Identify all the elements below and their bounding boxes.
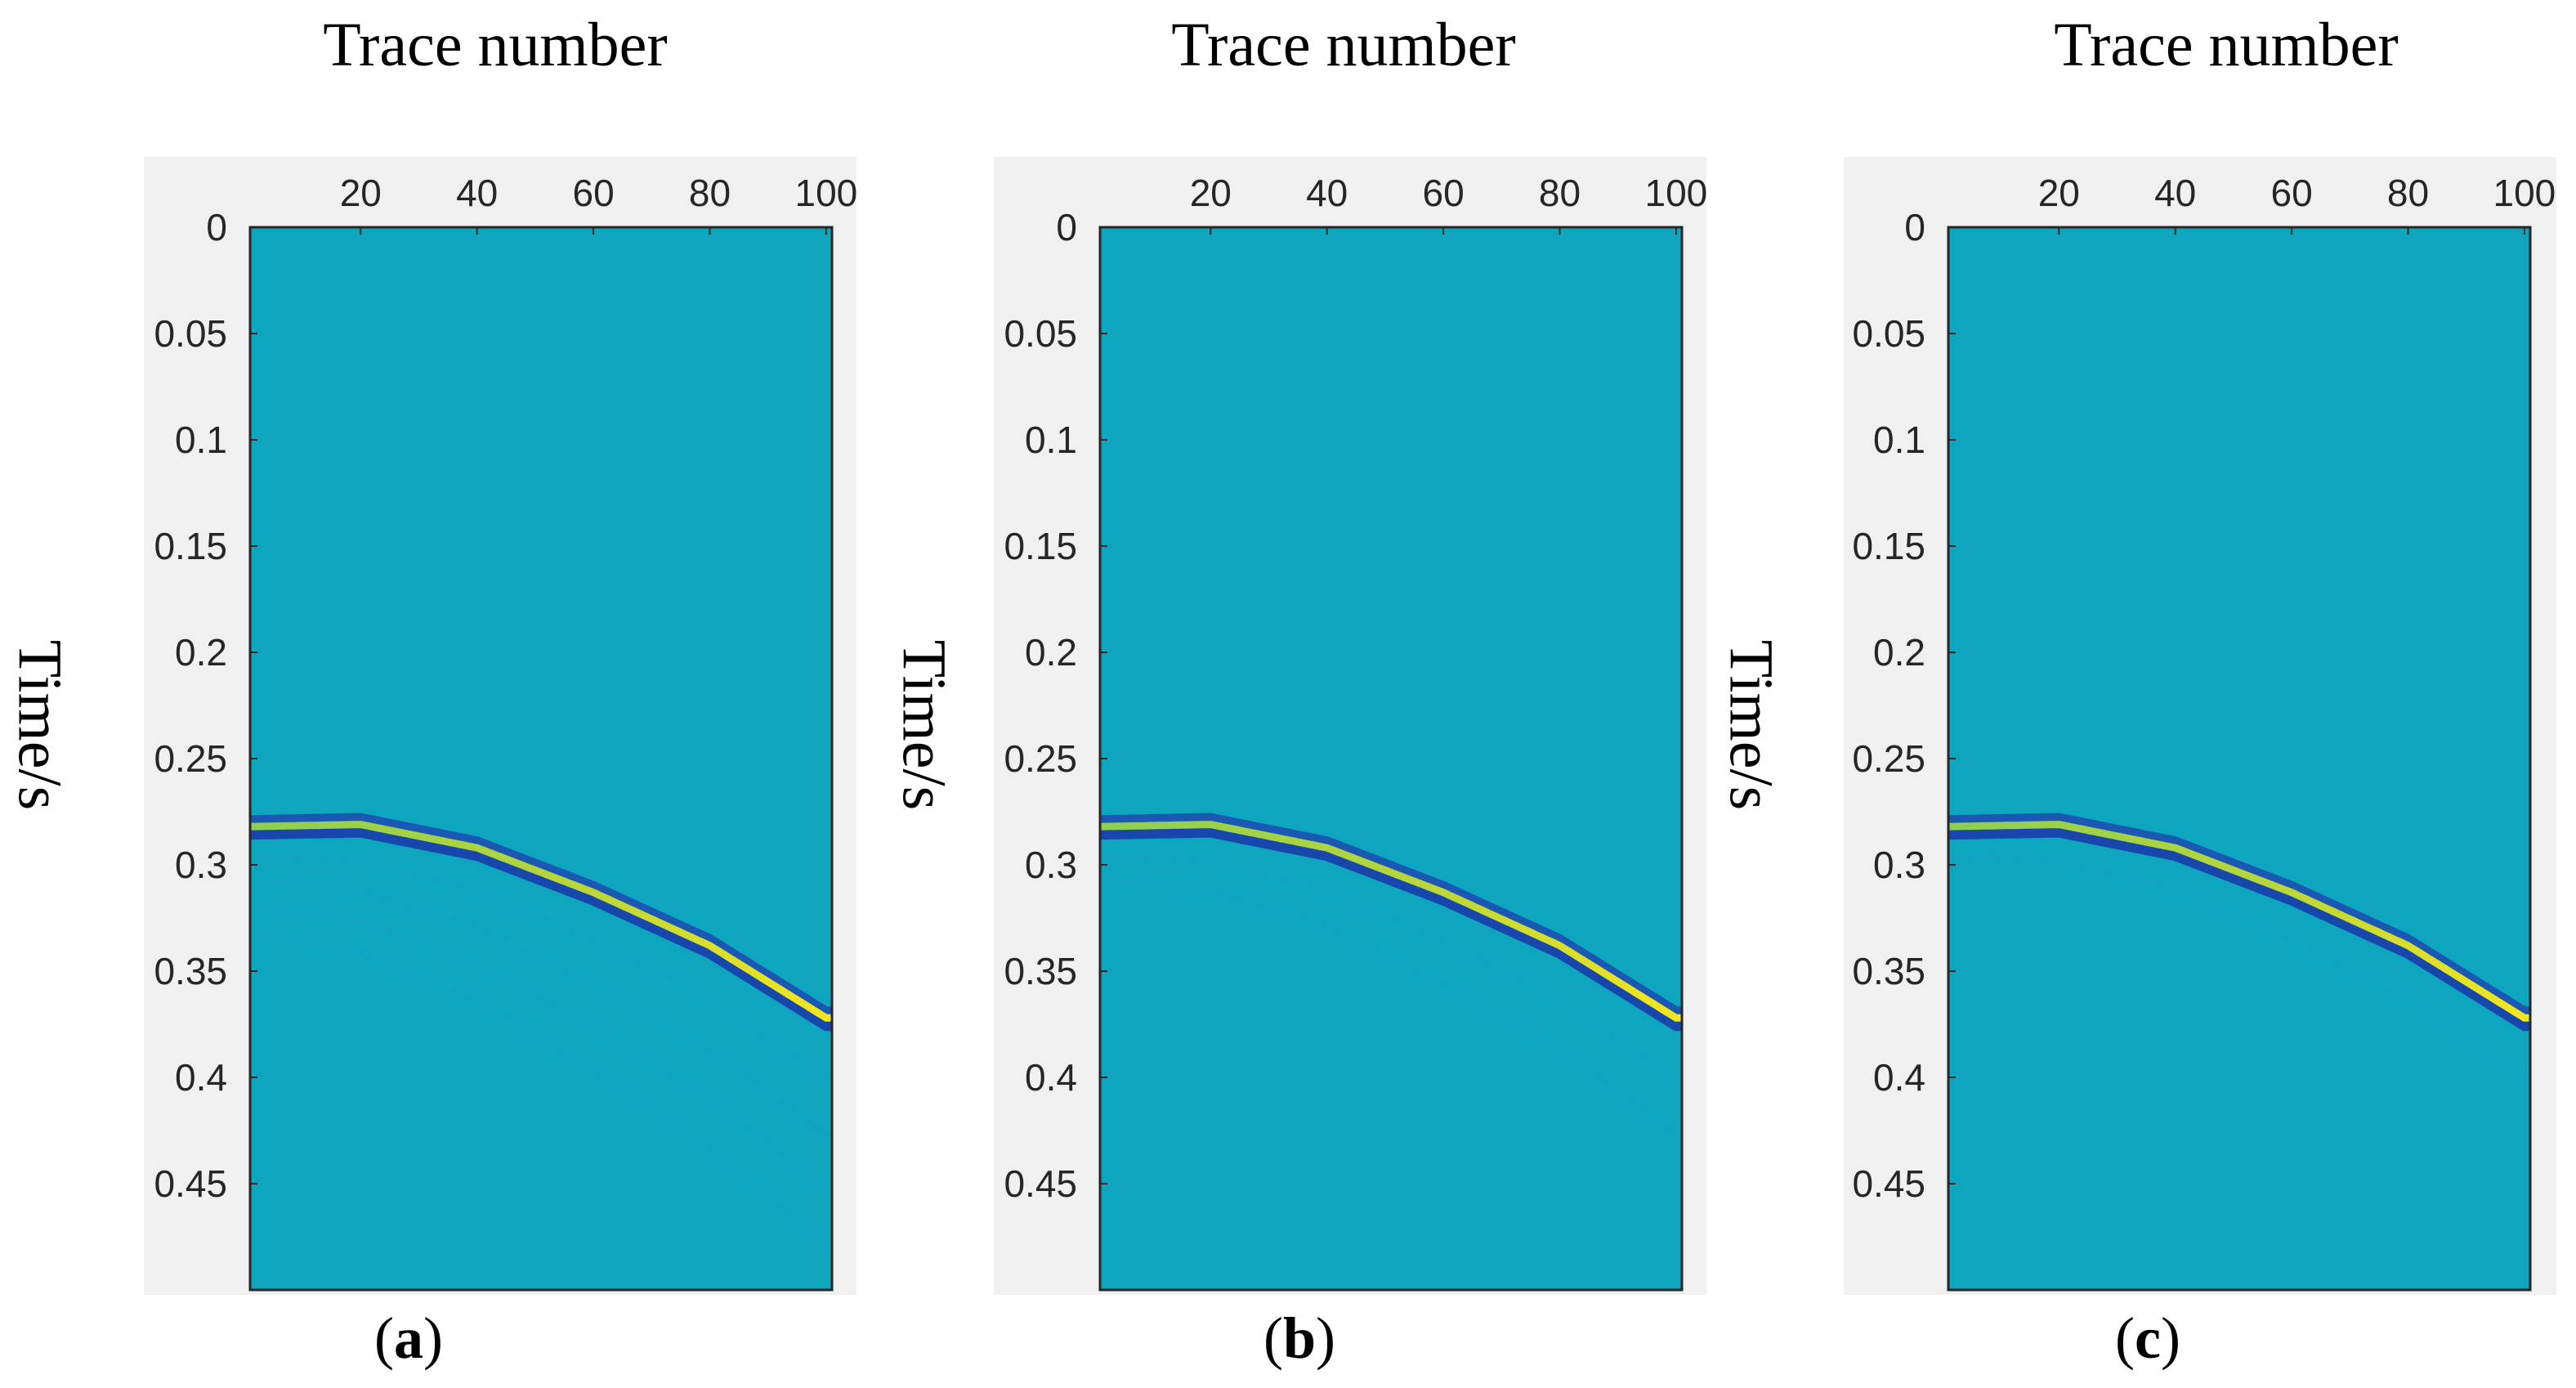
reflection-event [1100, 821, 1682, 1022]
y-tick-label: 0.4 [1025, 1056, 1077, 1099]
y-tick-label: 0.2 [1873, 631, 1925, 674]
y-tick-label: 0.25 [1852, 737, 1925, 780]
x-tick-label: 100 [2493, 172, 2556, 214]
y-tick-label: 0.25 [154, 737, 227, 780]
event-halo-upper [250, 813, 832, 1015]
x-tick-label: 40 [1306, 172, 1348, 214]
x-tick-label: 60 [1422, 172, 1464, 214]
y-tick-label: 0.2 [1025, 631, 1077, 674]
x-tick-label: 20 [1190, 172, 1232, 214]
y-tick-label: 0.05 [1852, 312, 1925, 355]
y-tick-label: 0.3 [1025, 844, 1077, 886]
x-tick-label: 80 [2387, 172, 2429, 214]
y-tick-label: 0.3 [175, 844, 227, 886]
y-tick-label: 0.35 [1004, 950, 1077, 992]
secondary-event [250, 904, 832, 1192]
reflection-event [250, 821, 832, 1022]
secondary-event [250, 855, 832, 1081]
panel-label-a: (a) [374, 1305, 443, 1371]
y-tick-label: 0 [1056, 206, 1077, 248]
x-tick-label: 20 [2038, 172, 2080, 214]
y-tick-label: 0.2 [175, 631, 227, 674]
x-tick-label: 40 [2154, 172, 2196, 214]
y-tick-label: 0.4 [1873, 1056, 1925, 1099]
y-tick-label: 0.3 [1873, 844, 1925, 886]
secondary-event [1100, 855, 1682, 1081]
y-tick-label: 0 [206, 206, 227, 248]
panel-letter-c: c [2135, 1305, 2161, 1371]
x-tick-label: 60 [572, 172, 614, 214]
y-tick-label: 0.1 [175, 419, 227, 461]
image-background [1100, 227, 1682, 1290]
event-halo-lower [250, 827, 832, 1032]
event-halo-lower [1100, 827, 1682, 1032]
y-tick-label: 0.1 [1873, 419, 1925, 461]
x-axis-title: Trace number [1171, 11, 1516, 79]
y-tick-label: 0.1 [1025, 419, 1077, 461]
y-tick-label: 0.15 [1004, 525, 1077, 567]
y-tick-label: 0.35 [154, 950, 227, 992]
event-halo-upper [1100, 813, 1682, 1015]
panel-label-c: (c) [2115, 1305, 2180, 1371]
y-tick-label: 0.35 [1852, 950, 1925, 992]
y-tick-label: 0.15 [1852, 525, 1925, 567]
panel-letter-a: a [394, 1305, 423, 1371]
y-tick-label: 0.25 [1004, 737, 1077, 780]
event-halo-lower [1948, 827, 2530, 1032]
panel-letter-b: b [1282, 1305, 1317, 1371]
y-tick-label: 0.4 [175, 1056, 227, 1099]
secondary-event [250, 880, 832, 1136]
panel-label-b: (b) [1263, 1305, 1336, 1371]
y-tick-label: 0.45 [154, 1162, 227, 1205]
secondary-event [250, 929, 832, 1248]
x-tick-label: 40 [456, 172, 498, 214]
y-tick-label: 0 [1904, 206, 1925, 248]
y-tick-label: 0.05 [154, 312, 227, 355]
x-tick-label: 20 [340, 172, 382, 214]
x-tick-label: 80 [1539, 172, 1581, 214]
x-axis-title: Trace number [323, 11, 668, 79]
x-tick-label: 100 [1645, 172, 1708, 214]
secondary-event [1948, 855, 2530, 1081]
y-tick-label: 0.45 [1852, 1162, 1925, 1205]
y-tick-label: 0.15 [154, 525, 227, 567]
event-halo-upper [1948, 813, 2530, 1015]
y-tick-label: 0.45 [1004, 1162, 1077, 1205]
x-axis-title: Trace number [2054, 11, 2399, 79]
image-background [1948, 227, 2530, 1290]
image-background [250, 227, 832, 1290]
x-tick-label: 100 [795, 172, 858, 214]
secondary-event [1100, 880, 1682, 1136]
y-tick-label: 0.05 [1004, 312, 1077, 355]
reflection-event [1948, 821, 2530, 1022]
x-tick-label: 80 [689, 172, 731, 214]
x-tick-label: 60 [2270, 172, 2312, 214]
